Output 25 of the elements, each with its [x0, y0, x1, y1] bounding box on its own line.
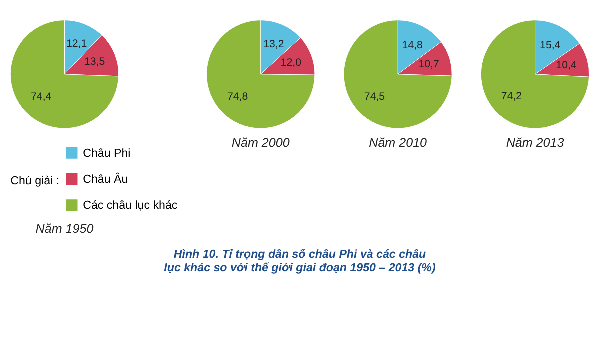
- data-label: 74,4: [31, 90, 52, 103]
- data-label: 12,0: [280, 56, 302, 69]
- legend-title: Chú giải :: [10, 176, 60, 188]
- text: Năm 2000: [232, 136, 290, 150]
- data-label: 12,1: [66, 38, 88, 50]
- pie-slice: [480, 20, 590, 129]
- legend-label: Châu Phi: [83, 148, 131, 160]
- data-label: 13,2: [264, 38, 284, 51]
- pie-slice: [206, 20, 316, 129]
- text: Hình 10. Tỉ trọng dân số châu Phi và các châu lục khác so với thế giới giai đoạn 1950 – 2013 (%): [164, 249, 436, 275]
- pie-slice: [10, 20, 120, 129]
- data-label: 74,2: [501, 90, 522, 103]
- text: Năm 2010: [369, 136, 428, 150]
- data-label: 13,5: [84, 56, 106, 68]
- data-label: 74,8: [227, 91, 248, 104]
- legend-label: Châu Âu: [83, 172, 128, 186]
- text: Năm 1950: [36, 222, 94, 236]
- data-label: 15,4: [540, 40, 561, 52]
- data-label: 10,4: [556, 59, 577, 72]
- data-label: 10,7: [418, 58, 440, 71]
- data-label: 14,8: [402, 39, 424, 52]
- legend-label: Các châu lục khác: [83, 200, 178, 212]
- data-label: 74,5: [364, 90, 386, 103]
- pie-slice: [344, 20, 452, 129]
- text: Năm 2013: [506, 136, 564, 150]
